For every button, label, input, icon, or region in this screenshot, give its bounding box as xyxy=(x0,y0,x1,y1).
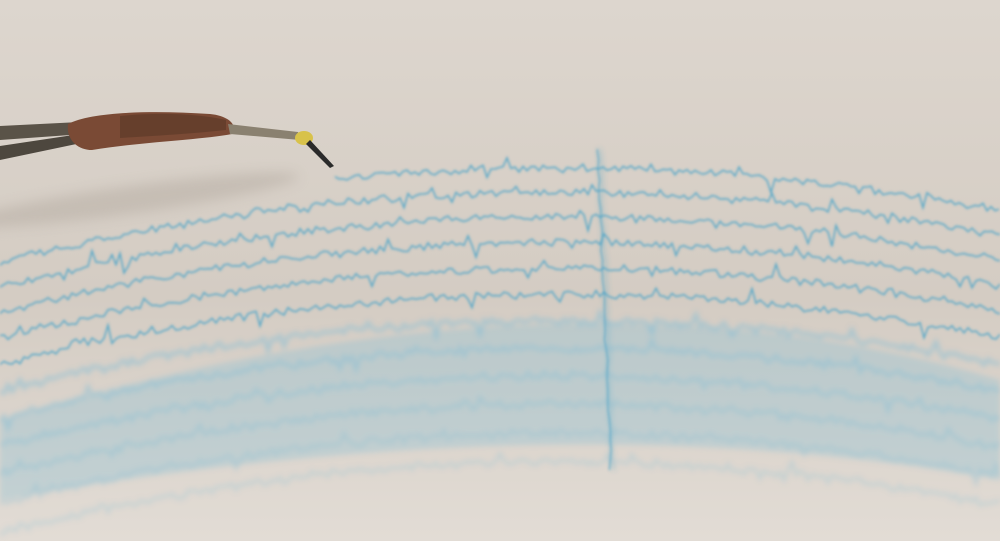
trace-line xyxy=(0,183,1000,266)
trace-line xyxy=(0,450,1000,536)
stylus-pen xyxy=(0,112,334,168)
trace-line xyxy=(334,155,1000,213)
seismic-traces xyxy=(0,149,1000,471)
time-mark xyxy=(596,149,612,471)
trace-line xyxy=(0,209,1000,288)
seismic-traces-blurred xyxy=(0,148,1000,536)
stylus-shadow xyxy=(0,172,299,228)
trace-line xyxy=(0,259,1000,341)
trace-line xyxy=(0,285,1000,366)
trace-line xyxy=(0,232,1000,315)
ink-smear xyxy=(0,323,1000,500)
trace-line xyxy=(0,307,1000,396)
